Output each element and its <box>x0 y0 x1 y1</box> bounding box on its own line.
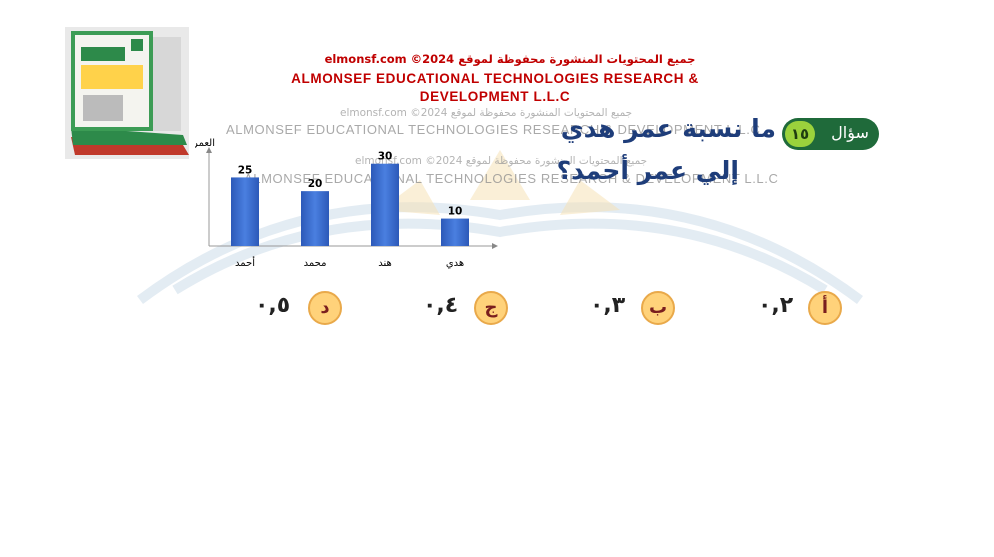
bar-value-label: 30 <box>378 151 393 163</box>
bar-1 <box>231 177 259 246</box>
watermark-english-1: ALMONSEF EDUCATIONAL TECHNOLOGIES RESEAR… <box>226 122 761 137</box>
bar-3 <box>371 163 399 246</box>
bar-value-label: 20 <box>308 178 323 190</box>
bar-2 <box>301 191 329 246</box>
question-text-line1: ما نسبة عمر هدي <box>560 114 776 143</box>
option-a-value[interactable]: ٠,٢ <box>758 293 794 318</box>
option-a-circle[interactable]: أ <box>808 291 842 325</box>
book-cover-image <box>65 27 189 159</box>
option-c-value[interactable]: ٠,٤ <box>423 293 459 318</box>
bar-value-label: 10 <box>448 206 463 218</box>
question-number: ١٥ <box>785 121 815 147</box>
option-d-circle[interactable]: د <box>308 291 342 325</box>
y-axis-label: العمر <box>195 138 215 149</box>
option-d-value[interactable]: ٠,٥ <box>255 293 291 318</box>
copyright-english-line2: DEVELOPMENT L.L.C <box>419 89 571 104</box>
option-b-value[interactable]: ٠,٣ <box>590 293 626 318</box>
category-label: هند <box>378 258 392 269</box>
bar-value-label: 25 <box>238 164 253 176</box>
question-text-line2: إلي عمر أحمد؟ <box>556 156 739 185</box>
question-label: سؤال <box>831 123 869 142</box>
copyright-arabic: جميع المحتويات المنشورة محفوظة لموقع elm… <box>324 52 696 66</box>
bar-4 <box>441 218 469 246</box>
question-badge: ١٥ سؤال <box>782 118 879 150</box>
category-label: هدي <box>446 258 464 269</box>
option-b-circle[interactable]: ب <box>641 291 675 325</box>
category-label: محمد <box>304 258 327 269</box>
copyright-english-line1: ALMONSEF EDUCATIONAL TECHNOLOGIES RESEAR… <box>291 71 699 86</box>
option-c-circle[interactable]: ج <box>474 291 508 325</box>
age-bar-chart: العمر 25 أحمد 20 محمد 30 هند 10 هدي <box>195 138 498 269</box>
category-label: أحمد <box>235 256 255 269</box>
watermark-arabic-1: جميع المحتويات المنشورة محفوظة لموقع elm… <box>340 107 633 119</box>
